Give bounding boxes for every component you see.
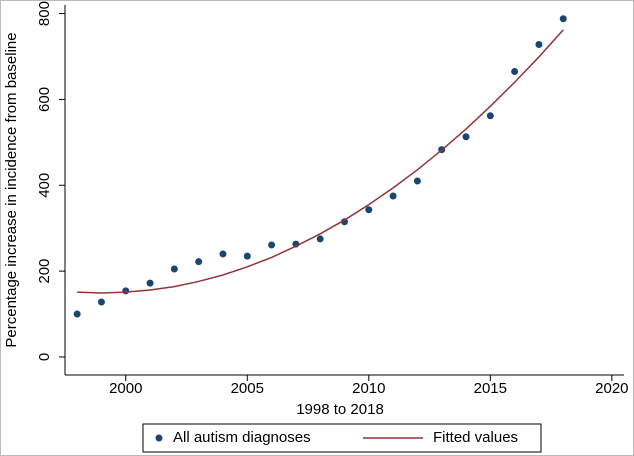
x-axis-label: 1998 to 2018 [296,401,384,418]
legend-label: Fitted values [433,429,518,446]
legend [142,423,542,453]
y-tick-label: 800 [36,1,53,26]
data-point [341,218,348,226]
data-point [195,258,203,266]
x-tick-label: 2020 [595,380,628,397]
data-point [535,40,543,48]
data-point [122,287,130,295]
data-point [268,241,276,249]
data-point [486,112,494,120]
data-point [243,252,251,260]
y-axis-label: Percentage increase in incidence from ba… [3,32,20,347]
x-tick-label: 2005 [231,380,264,397]
data-point [73,310,81,318]
data-point [413,177,421,185]
data-point [219,250,227,258]
y-tick-label: 200 [36,259,53,284]
y-tick-label: 600 [36,87,53,112]
data-point [462,133,470,141]
data-point [511,68,519,76]
data-point [559,15,567,23]
fitted-line [77,29,564,294]
x-tick-label: 2010 [352,380,385,397]
y-tick-label: 400 [36,173,53,198]
legend-label: All autism diagnoses [173,429,311,446]
y-tick-label: 0 [36,353,53,361]
x-tick-label: 2000 [109,380,142,397]
data-point [365,206,373,214]
data-point [316,235,324,243]
data-point [170,265,178,273]
data-point [97,298,105,306]
data-point [389,192,397,200]
x-tick-label: 2015 [474,380,507,397]
legend-marker [155,434,163,442]
data-point [146,279,154,287]
